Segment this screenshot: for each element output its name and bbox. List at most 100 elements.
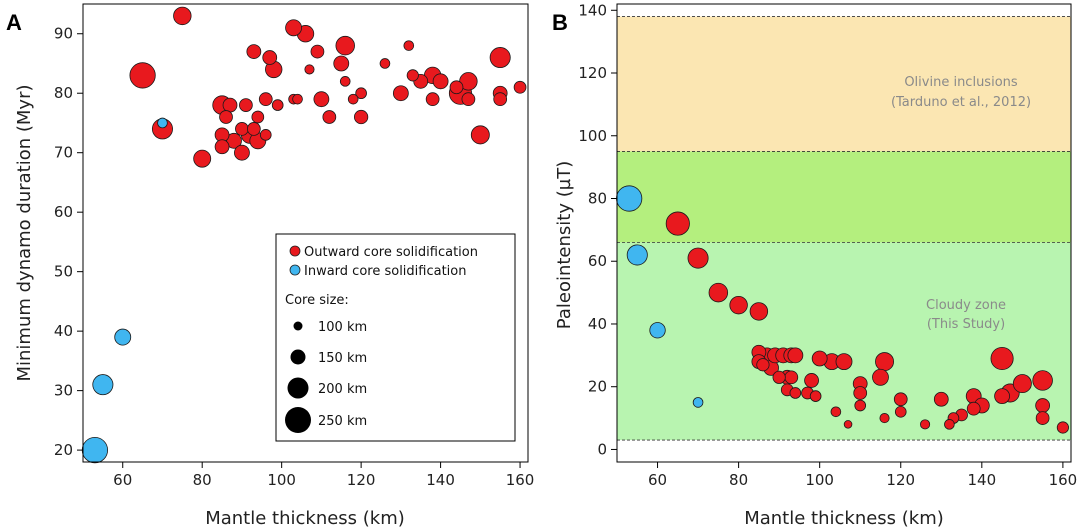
outward-data-point (271, 99, 284, 111)
y-tick-label: 30 (54, 382, 73, 400)
x-tick-label: 60 (648, 471, 667, 489)
outward-data-point (246, 44, 262, 59)
outward-data-point (235, 122, 249, 136)
legend-outward-label: Outward core solidification (304, 245, 478, 260)
olivine-zone-citation: (Tarduno et al., 2012) (891, 95, 1031, 110)
panel-a-legend: Outward core solidification Inward core … (275, 233, 516, 442)
outward-data-point (854, 399, 867, 412)
inward-data-point (626, 244, 648, 266)
outward-data-point (193, 149, 212, 168)
outward-data-point (251, 110, 265, 124)
outward-data-point (489, 47, 511, 69)
y-tick-label: 90 (54, 25, 73, 43)
outward-data-point (804, 373, 819, 388)
outward-data-point (835, 353, 853, 371)
outward-data-point (1012, 374, 1032, 394)
legend-box (275, 233, 516, 442)
y-tick-label: 70 (54, 144, 73, 162)
panel-b-y-axis-label: Paleointensity (µT) (554, 161, 575, 329)
x-tick-label: 80 (193, 471, 212, 489)
x-tick-label: 80 (729, 471, 748, 489)
outward-data-point (879, 413, 890, 424)
panel-a-y-ticks: 20 30 40 50 60 70 80 90 (54, 25, 83, 459)
outward-data-point (933, 391, 949, 407)
outward-data-point (461, 92, 476, 107)
outward-data-point (1056, 421, 1069, 434)
outward-data-point (292, 93, 303, 105)
outward-data-point (708, 282, 729, 303)
panel-a-x-ticks: 60 80 100 120 140 160 (113, 462, 534, 489)
panel-b-frame (616, 3, 1072, 463)
outward-data-point (304, 64, 315, 75)
outward-data-point (789, 387, 802, 399)
y-tick-label: 20 (54, 441, 73, 459)
x-tick-label: 60 (113, 471, 132, 489)
outward-data-point (772, 370, 786, 384)
outward-data-point (425, 92, 440, 107)
size-legend-250-marker (285, 407, 311, 433)
panel-a-y-axis-label: Minimum dynamo duration (Myr) (14, 84, 35, 381)
panel-a-frame (82, 3, 529, 463)
size-legend-150-marker (290, 349, 306, 365)
y-tick-label: 120 (578, 64, 607, 82)
outward-data-point (875, 352, 894, 372)
y-tick-label: 20 (588, 378, 607, 396)
outward-data-point (246, 122, 261, 136)
outward-data-point (843, 420, 853, 429)
band-1 (617, 151, 1071, 243)
panel-b-band-labels: Olivine inclusions (Tarduno et al., 2012… (891, 75, 1031, 332)
outward-data-point (493, 92, 508, 107)
outward-data-point (872, 368, 889, 386)
outward-data-point (513, 80, 527, 94)
outward-data-point (379, 58, 391, 69)
outward-data-point (222, 97, 238, 113)
size-legend-100-label: 100 km (318, 320, 367, 335)
outward-data-point (239, 98, 253, 112)
outward-data-point (893, 392, 908, 407)
outward-data-point (406, 69, 419, 82)
outward-data-point (920, 419, 931, 430)
size-legend-title: Core size: (285, 293, 349, 308)
y-tick-label: 40 (54, 322, 73, 340)
outward-data-point (285, 19, 303, 37)
outward-data-point (262, 50, 278, 65)
y-tick-label: 80 (54, 84, 73, 102)
panel-a: A 60 80 100 120 140 160 20 30 40 50 60 70 80 90 Mant… (6, 3, 534, 529)
outward-data-point (335, 35, 355, 56)
legend-inward-label: Inward core solidification (304, 264, 466, 279)
outward-data-point (339, 76, 351, 87)
outward-data-point (354, 109, 369, 125)
outward-data-point (830, 406, 842, 418)
size-legend-150-label: 150 km (318, 351, 367, 366)
outward-data-point (173, 6, 192, 26)
panel-b-y-ticks: 0 20 40 60 80 100 120 140 (578, 1, 617, 458)
olivine-zone-label: Olivine inclusions (904, 75, 1018, 90)
outward-data-point (729, 295, 748, 315)
panel-a-points (81, 6, 527, 464)
outward-data-point (355, 87, 367, 100)
outward-data-point (811, 350, 828, 367)
panel-b: B Olivine inclusions (Tarduno et al., 20… (552, 1, 1077, 529)
panel-a-x-axis-label: Mantle thickness (km) (205, 508, 405, 529)
size-legend-200-label: 200 km (318, 382, 367, 397)
panel-a-letter: A (6, 10, 22, 35)
x-tick-label: 100 (805, 471, 834, 489)
outward-data-point (1035, 398, 1051, 413)
inward-data-point (157, 117, 168, 129)
outward-data-point (1032, 370, 1053, 391)
y-tick-label: 50 (54, 263, 73, 281)
inward-data-point (114, 328, 132, 346)
outward-data-point (784, 370, 799, 385)
outward-data-point (259, 129, 272, 141)
inward-data-point (692, 397, 704, 408)
x-tick-label: 140 (968, 471, 997, 489)
outward-data-point (313, 91, 330, 108)
legend-inward-marker (289, 264, 301, 276)
outward-data-point (749, 302, 769, 321)
inward-data-point (649, 322, 666, 339)
outward-data-point (219, 110, 233, 124)
x-tick-label: 120 (347, 471, 376, 489)
size-legend-250-label: 250 km (318, 414, 367, 429)
x-tick-label: 160 (506, 471, 535, 489)
